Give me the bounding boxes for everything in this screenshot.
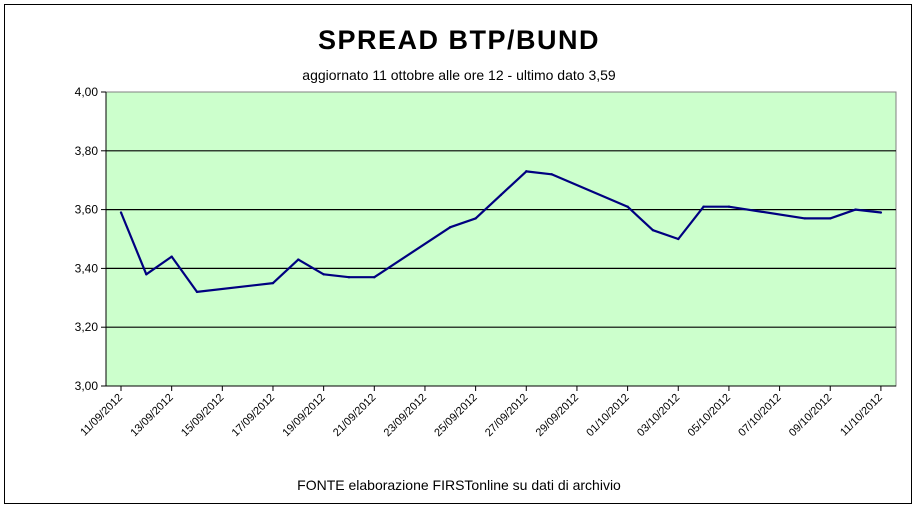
data-point [449, 226, 452, 229]
data-point [322, 273, 325, 276]
y-tick-label: 3,20 [75, 320, 99, 334]
data-point [373, 276, 376, 279]
x-tick-label: 23/09/2012 [382, 392, 429, 439]
line-chart: 3,00 3,20 3,40 3,60 3,80 4,00 11/09/2012 13/09/… [75, 85, 897, 439]
x-tick-label: 03/10/2012 [635, 392, 682, 439]
data-point [550, 173, 553, 176]
data-point [271, 281, 275, 285]
data-point [195, 290, 199, 294]
x-tick-label: 15/09/2012 [179, 392, 226, 439]
data-point [626, 205, 629, 208]
data-point [474, 217, 477, 220]
x-tick-label: 29/09/2012 [534, 392, 581, 439]
chart-source-note: FONTE elaborazione FIRSTonline su dati d… [297, 477, 621, 493]
data-point [525, 170, 528, 173]
y-tick-label: 3,00 [75, 379, 99, 393]
data-point [727, 205, 731, 208]
data-point [499, 193, 503, 197]
chart-title: SPREAD BTP/BUND [317, 25, 601, 55]
data-point [803, 217, 807, 220]
chart-subtitle: aggiornato 11 ottobre alle ore 12 - ulti… [302, 67, 616, 83]
data-point [829, 217, 832, 220]
data-point [170, 255, 173, 258]
x-tick-label: 01/10/2012 [584, 392, 631, 439]
data-point [297, 258, 300, 261]
x-tick-label: 11/10/2012 [838, 392, 885, 439]
plot-area [105, 91, 897, 387]
data-point [879, 211, 883, 214]
data-point [347, 276, 351, 279]
data-point [702, 205, 705, 208]
x-tick-label: 13/09/2012 [128, 392, 175, 439]
y-tick-label: 3,60 [75, 203, 99, 217]
x-tick-label: 21/09/2012 [331, 392, 378, 439]
x-tick-label: 09/10/2012 [787, 392, 834, 439]
x-tick-label: 07/10/2012 [736, 392, 783, 439]
x-tick-label: 19/09/2012 [280, 392, 327, 439]
x-tick-label: 05/10/2012 [686, 392, 733, 439]
data-point [651, 228, 655, 232]
y-tick-label: 4,00 [75, 85, 99, 99]
x-tick-label: 11/09/2012 [78, 392, 125, 439]
data-point [677, 237, 680, 241]
x-tick-label: 17/09/2012 [230, 392, 277, 439]
y-tick-label: 3,40 [75, 261, 99, 275]
y-tick-label: 3,80 [75, 144, 99, 158]
chart-frame: SPREAD BTP/BUND aggiornato 11 ottobre al… [4, 4, 912, 504]
data-point [119, 211, 123, 214]
x-tick-label: 27/09/2012 [483, 392, 530, 439]
data-point [145, 273, 148, 276]
x-tick-label: 25/09/2012 [432, 392, 479, 439]
data-point [854, 208, 857, 211]
